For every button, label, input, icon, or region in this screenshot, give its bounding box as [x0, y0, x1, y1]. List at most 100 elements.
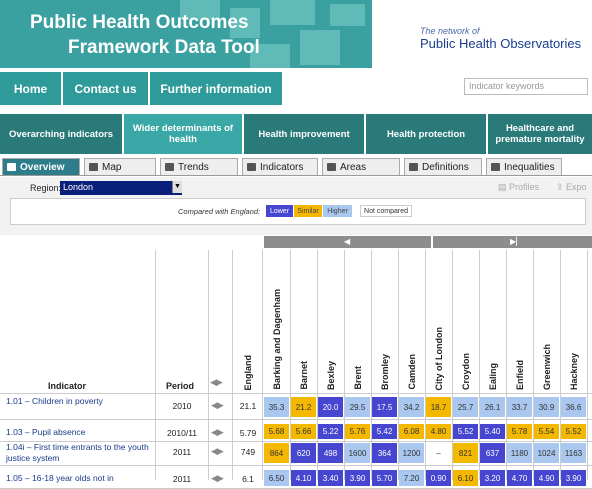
value-cell[interactable]: 3.20 — [480, 470, 505, 486]
scroll-left-icon[interactable]: ◀ — [344, 237, 351, 246]
value-cell[interactable]: 17.5 — [372, 397, 397, 417]
value-cell[interactable]: 20.0 — [318, 397, 343, 417]
value-cell[interactable]: 26.1 — [480, 397, 505, 417]
value-cell[interactable]: 36.6 — [561, 397, 586, 417]
value-cell[interactable]: 6.10 — [453, 470, 478, 486]
profiles-button[interactable]: ▤ Profiles — [498, 182, 540, 192]
tab-indicators[interactable]: Indicators — [242, 158, 318, 175]
overview-icon — [7, 163, 16, 171]
value-cell[interactable]: 5.42 — [372, 424, 397, 439]
value-cell[interactable]: 0.90 — [426, 470, 451, 486]
tab-areas[interactable]: Areas — [322, 158, 400, 175]
value-cell[interactable]: 7.20 — [399, 470, 424, 486]
area-column-header[interactable]: Barking and Dagenham — [272, 289, 282, 390]
region-select[interactable]: London ▼ — [60, 181, 182, 195]
area-column-header[interactable]: Hackney — [569, 352, 579, 390]
value-cell[interactable]: 498 — [318, 443, 343, 463]
area-scrollbar[interactable]: ◀ ▶▏ — [264, 236, 592, 248]
value-cell[interactable]: 5.78 — [507, 424, 532, 439]
tab-trends[interactable]: Trends — [160, 158, 238, 175]
value-cell[interactable]: 1600 — [345, 443, 370, 463]
nav-further-information[interactable]: Further information — [150, 72, 283, 105]
value-cell[interactable]: 5.52 — [453, 424, 478, 439]
row-arrows-icon[interactable]: ◀▶ — [211, 427, 224, 437]
row-arrows-icon[interactable]: ◀▶ — [211, 446, 224, 456]
value-cell[interactable]: 5.66 — [291, 424, 316, 439]
area-column-header[interactable]: Bexley — [326, 360, 336, 390]
nav-contact-us[interactable]: Contact us — [63, 72, 149, 105]
value-cell[interactable]: 30.9 — [534, 397, 559, 417]
area-column-header[interactable]: Barnet — [299, 361, 309, 390]
value-cell[interactable]: 33.7 — [507, 397, 532, 417]
legend-higher: Higher — [323, 205, 352, 217]
value-cell[interactable]: 620 — [291, 443, 316, 463]
value-cell[interactable]: 5.54 — [534, 424, 559, 439]
overview-table: Indicator Period ◀▶ England Barking and … — [0, 250, 592, 489]
indicator-link[interactable]: 1.04i – First time entrants to the youth… — [6, 442, 149, 463]
domain-tab-wider-determinants[interactable]: Wider determinants of health — [124, 114, 244, 154]
area-column-header[interactable]: City of London — [434, 326, 444, 390]
value-cell[interactable]: 5.68 — [264, 424, 289, 439]
value-cell[interactable]: 5.70 — [372, 470, 397, 486]
value-cell[interactable]: 1200 — [399, 443, 424, 463]
tab-inequalities[interactable]: Inequalities — [486, 158, 562, 175]
export-button[interactable]: ⇪ Expo — [556, 182, 587, 192]
value-cell[interactable]: 1163 — [561, 443, 586, 463]
value-cell[interactable]: 3.90 — [561, 470, 586, 486]
domain-tab-health-protection[interactable]: Health protection — [366, 114, 488, 154]
domain-tab-health-improvement[interactable]: Health improvement — [244, 114, 366, 154]
area-column-header[interactable]: Greenwich — [542, 343, 552, 390]
nav-home[interactable]: Home — [0, 72, 62, 105]
value-cell[interactable]: 5.52 — [561, 424, 586, 439]
value-cell[interactable]: 4.80 — [426, 424, 451, 439]
value-cell[interactable]: 18.7 — [426, 397, 451, 417]
value-cell[interactable]: 6.08 — [399, 424, 424, 439]
value-cell[interactable]: 1180 — [507, 443, 532, 463]
network-name[interactable]: Public Health Observatories — [420, 36, 582, 51]
value-cell[interactable]: 3.40 — [318, 470, 343, 486]
indicator-link[interactable]: 1.05 – 16-18 year olds not in — [6, 473, 114, 483]
value-cell[interactable]: 864 — [264, 443, 289, 463]
value-cell[interactable]: 4.10 — [291, 470, 316, 486]
value-cell[interactable]: 21.2 — [291, 397, 316, 417]
value-cell[interactable]: 364 — [372, 443, 397, 463]
value-cell[interactable]: 5.76 — [345, 424, 370, 439]
value-cell[interactable]: 25.7 — [453, 397, 478, 417]
value-cell[interactable]: 5.22 — [318, 424, 343, 439]
value-cell[interactable]: 4.90 — [534, 470, 559, 486]
value-cell[interactable]: 4.70 — [507, 470, 532, 486]
area-column-header[interactable]: Enfield — [515, 359, 525, 390]
domain-tab-healthcare[interactable]: Healthcare and premature mortality — [488, 114, 592, 154]
value-cell[interactable]: 35.3 — [264, 397, 289, 417]
area-column-header[interactable]: Bromley — [380, 353, 390, 390]
indicator-link[interactable]: 1.01 – Children in poverty — [6, 396, 103, 406]
area-column-header[interactable]: Camden — [407, 354, 417, 390]
value-cell[interactable]: 6.50 — [264, 470, 289, 486]
tab-overview[interactable]: Overview — [2, 158, 80, 175]
sort-arrows-icon[interactable]: ◀▶ — [210, 377, 223, 387]
tab-definitions[interactable]: Definitions — [404, 158, 482, 175]
scroll-right-icon[interactable]: ▶▏ — [510, 237, 523, 246]
domain-tab-overarching[interactable]: Overarching indicators — [0, 114, 124, 154]
chevron-down-icon[interactable]: ▼ — [172, 181, 182, 193]
area-column-header[interactable]: Brent — [353, 366, 363, 390]
value-cell[interactable]: – — [426, 443, 451, 463]
row-arrows-icon[interactable]: ◀▶ — [211, 473, 224, 483]
area-column-header[interactable]: Ealing — [488, 362, 498, 390]
table-row: 1.01 – Children in poverty 2010 ◀▶ 21.1 35.3… — [0, 395, 592, 419]
value-cell[interactable]: 637 — [480, 443, 505, 463]
inequalities-icon — [491, 163, 500, 171]
value-cell[interactable]: 34.2 — [399, 397, 424, 417]
indicator-search-input[interactable]: Indicator keywords — [464, 78, 588, 95]
value-cell[interactable]: 5.40 — [480, 424, 505, 439]
row-arrows-icon[interactable]: ◀▶ — [211, 400, 224, 410]
value-cell[interactable]: 1024 — [534, 443, 559, 463]
period-cell: 2010 — [172, 401, 192, 411]
value-cell[interactable]: 29.5 — [345, 397, 370, 417]
value-cell[interactable]: 821 — [453, 443, 478, 463]
value-cell[interactable]: 3.90 — [345, 470, 370, 486]
indicator-link[interactable]: 1.03 – Pupil absence — [6, 427, 86, 437]
area-column-header[interactable]: Croydon — [461, 353, 471, 390]
tab-map[interactable]: Map — [84, 158, 156, 175]
logo-banner: Public Health Outcomes Framework Data To… — [0, 0, 372, 68]
